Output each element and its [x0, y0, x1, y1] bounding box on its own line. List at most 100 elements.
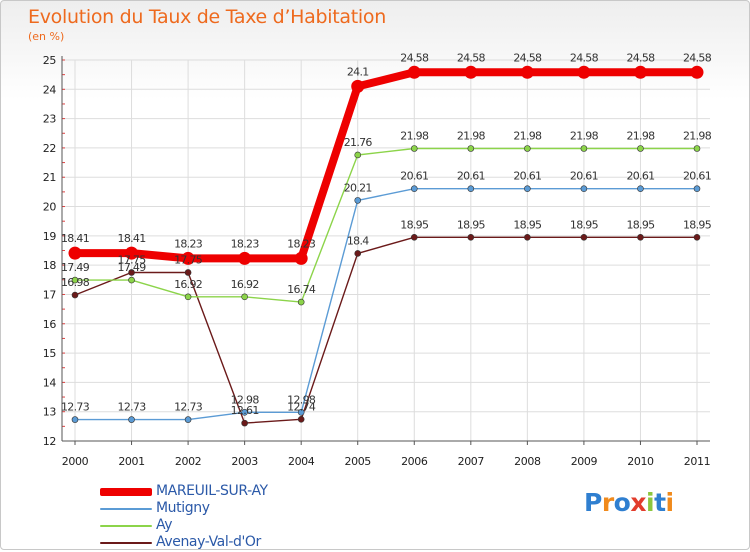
data-label: 12.73 [118, 401, 147, 414]
data-label: 17.49 [61, 261, 90, 274]
x-tick-label: 2009 [571, 455, 598, 468]
data-point [354, 151, 362, 159]
y-tick-label: 16 [43, 318, 57, 331]
data-point [410, 185, 418, 192]
series-line-2 [74, 147, 698, 303]
data-label: 20.61 [626, 170, 654, 183]
data-label: 12.73 [61, 401, 90, 414]
data-point [690, 65, 704, 79]
data-label: 18.95 [400, 218, 429, 231]
data-label: 20.61 [457, 170, 485, 183]
y-tick-label: 24 [43, 83, 57, 96]
data-point [520, 65, 534, 79]
data-label: 21.98 [400, 130, 429, 143]
legend-swatch [100, 525, 152, 527]
data-point [693, 185, 701, 192]
data-label: 20.61 [570, 170, 598, 183]
data-point [354, 197, 362, 204]
data-label: 18.95 [626, 218, 655, 231]
data-point [410, 234, 418, 241]
data-point [467, 234, 475, 241]
data-point [241, 419, 248, 427]
data-point [184, 293, 192, 301]
x-tick-label: 2008 [514, 455, 541, 468]
data-label: 18.41 [61, 232, 89, 245]
data-label: 17.75 [118, 253, 147, 266]
data-point [351, 79, 365, 93]
y-tick-label: 22 [43, 142, 56, 155]
data-point [128, 416, 135, 423]
data-label: 24.58 [400, 51, 429, 64]
x-tick-label: 2000 [62, 455, 89, 468]
legend-label: Avenay-Val-d'Or [156, 534, 261, 550]
data-label: 21.98 [626, 130, 655, 143]
data-label: 24.1 [347, 65, 369, 78]
data-point [71, 276, 79, 284]
y-tick-label: 21 [43, 171, 56, 184]
data-label: 12.74 [287, 400, 316, 413]
chart-series [68, 65, 704, 427]
data-point [71, 291, 79, 299]
data-label: 24.58 [683, 51, 712, 64]
y-tick-label: 17 [43, 288, 57, 301]
legend-swatch [100, 488, 152, 496]
x-tick-label: 2003 [231, 455, 258, 468]
data-point [577, 65, 591, 79]
data-point [128, 276, 135, 284]
data-point [410, 145, 418, 152]
data-label: 21.76 [344, 136, 373, 149]
data-label: 12.98 [287, 393, 316, 406]
data-point [637, 145, 644, 152]
data-label: 24.58 [457, 51, 486, 64]
data-point [524, 234, 531, 241]
data-point [407, 65, 421, 79]
x-tick-label: 2010 [627, 455, 654, 468]
legend-swatch [100, 542, 152, 544]
data-point [297, 408, 305, 416]
chart-unit-label: (en %) [28, 30, 65, 43]
chart-axes: 12 13 14 15 16 17 18 19 20 21 22 23 24 25 2000 2001 2002… [43, 54, 711, 468]
data-point [580, 234, 588, 241]
data-point [241, 408, 248, 416]
data-point [693, 145, 701, 152]
data-label: 20.61 [513, 170, 541, 183]
data-point [184, 269, 192, 276]
data-point [524, 145, 531, 152]
data-label: 18.95 [513, 218, 542, 231]
data-label: 24.58 [513, 51, 542, 64]
data-point [181, 251, 195, 265]
chart-data-labels: 18.41 18.41 18.23 18.23 18.23 24.1 24.58 24.58 2… [61, 51, 712, 417]
chart-title: Evolution du Taux de Taxe d’Habitation [28, 6, 386, 28]
y-tick-label: 13 [43, 406, 57, 419]
data-point [633, 65, 647, 79]
y-tick-label: 20 [43, 201, 57, 214]
data-point [637, 185, 644, 192]
data-point [580, 145, 588, 152]
data-label: 21.98 [513, 130, 542, 143]
data-label: 21.98 [570, 130, 599, 143]
y-tick-label: 25 [43, 54, 57, 67]
y-tick-label: 15 [43, 347, 57, 360]
data-label: 18.4 [347, 234, 369, 247]
data-label: 18.23 [231, 237, 260, 250]
data-label: 16.92 [174, 278, 202, 291]
data-point [467, 185, 475, 192]
data-point [524, 185, 531, 192]
data-point [297, 298, 305, 306]
series-line-3 [74, 236, 698, 424]
data-label: 20.61 [683, 170, 711, 183]
x-tick-label: 2004 [288, 455, 315, 468]
x-tick-label: 2005 [345, 455, 372, 468]
data-label: 16.98 [61, 276, 90, 289]
legend-swatch [100, 508, 152, 510]
data-point [128, 269, 135, 276]
x-tick-label: 2007 [458, 455, 485, 468]
series-line-1 [74, 187, 698, 421]
line-chart: 12 13 14 15 16 17 18 19 20 21 22 23 24 25 2000 2001 2002… [43, 51, 713, 468]
y-tick-label: 19 [43, 230, 57, 243]
data-point [354, 250, 362, 257]
data-point [464, 65, 478, 79]
data-label: 20.21 [344, 181, 372, 194]
x-tick-label: 2011 [684, 455, 710, 468]
data-point [125, 246, 139, 260]
